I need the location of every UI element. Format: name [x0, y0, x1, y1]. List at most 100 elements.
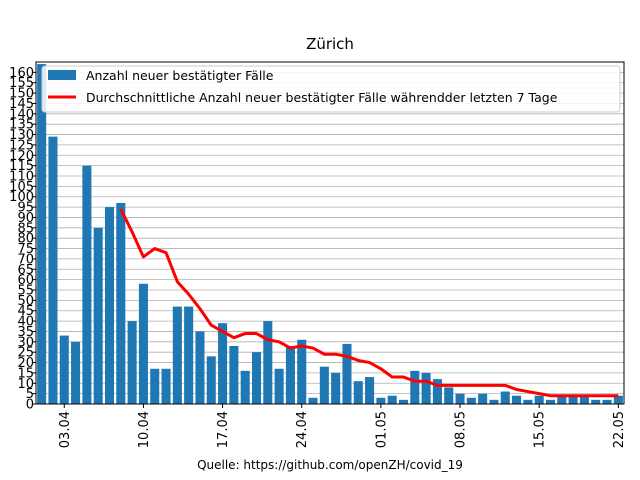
x-tick-label: 15.05 — [533, 411, 548, 448]
legend-swatch-bars — [48, 70, 76, 80]
y-tick-label: 150 — [9, 87, 34, 102]
y-tick-label: 155 — [9, 76, 34, 91]
x-tick-label: 10.04 — [137, 411, 152, 448]
bar — [104, 207, 115, 404]
y-tick-label: 35 — [17, 325, 34, 340]
bar — [37, 64, 47, 404]
legend: Anzahl neuer bestätigter Fälle Durchschn… — [41, 65, 621, 113]
legend-box — [41, 65, 621, 113]
bar — [353, 381, 363, 404]
bar — [444, 387, 454, 404]
bar — [184, 306, 194, 404]
bar — [500, 391, 510, 404]
y-tick-label: 105 — [9, 180, 34, 195]
y-tick-label: 5 — [26, 387, 34, 402]
y-tick-label: 20 — [17, 356, 34, 371]
source-caption: Quelle: https://github.com/openZH/covid_… — [197, 458, 463, 472]
legend-label-line: Durchschnittliche Anzahl neuer bestätigt… — [86, 90, 558, 105]
bar — [489, 399, 499, 404]
bar — [432, 379, 442, 404]
bar — [579, 395, 589, 404]
y-tick-label: 25 — [17, 346, 34, 361]
bar — [93, 227, 103, 404]
bar — [48, 136, 58, 405]
bar — [591, 399, 601, 404]
y-tick-label: 110 — [9, 170, 34, 185]
bar — [251, 352, 262, 404]
x-tick-label: 17.04 — [216, 411, 231, 448]
bar — [613, 395, 623, 404]
bar — [455, 393, 465, 404]
y-tick-label: 85 — [17, 221, 34, 236]
chart-title: Zürich — [306, 35, 354, 53]
bar — [218, 323, 228, 404]
y-tick-label: 60 — [17, 273, 34, 288]
bar — [523, 399, 533, 404]
y-tick-label: 135 — [9, 118, 34, 133]
y-tick-label: 80 — [17, 232, 34, 247]
x-tick-label: 08.05 — [454, 411, 469, 448]
bar — [240, 370, 250, 404]
y-tick-label: 65 — [17, 263, 34, 278]
y-tick-label: 55 — [17, 284, 34, 299]
y-tick-label: 75 — [17, 242, 34, 257]
bar — [512, 395, 522, 404]
bar — [297, 339, 307, 404]
bar — [138, 283, 148, 404]
y-tick-label: 50 — [17, 294, 34, 309]
y-tick-label: 95 — [17, 201, 34, 216]
x-tick-label: 01.05 — [374, 411, 389, 448]
bar — [308, 397, 318, 404]
y-tick-label: 40 — [17, 315, 34, 330]
bar — [534, 395, 544, 404]
bar — [466, 397, 476, 404]
x-tick-label: 03.04 — [58, 411, 73, 448]
bar — [376, 397, 386, 404]
bar — [557, 395, 567, 404]
bar — [285, 345, 295, 404]
y-tick-label: 70 — [17, 252, 34, 267]
bar — [161, 368, 171, 404]
bar — [365, 377, 375, 404]
y-tick-label: 120 — [9, 149, 34, 164]
bar — [410, 370, 420, 404]
y-axis: 0510152025303540455055606570758085909510… — [9, 66, 36, 413]
y-tick-label: 125 — [9, 138, 34, 153]
bar — [342, 343, 352, 404]
y-tick-label: 45 — [17, 304, 34, 319]
bar-series — [37, 64, 623, 405]
bar — [59, 335, 69, 404]
bar — [127, 321, 137, 404]
y-tick-label: 30 — [17, 335, 34, 350]
bar — [568, 395, 578, 404]
y-tick-label: 0 — [26, 398, 34, 413]
bar — [116, 202, 126, 404]
bar — [387, 395, 397, 404]
x-axis: 03.04 10.04 17.04 24.04 01.05 08.05 15.05 22.05 — [58, 404, 627, 448]
bar — [331, 372, 341, 404]
bar — [545, 399, 556, 404]
bar — [602, 399, 612, 404]
bar — [319, 366, 329, 404]
y-tick-label: 160 — [9, 66, 34, 81]
bar — [398, 399, 409, 404]
x-tick-label: 22.05 — [612, 411, 627, 448]
bar — [150, 368, 160, 404]
bar — [421, 372, 431, 404]
y-tick-label: 130 — [9, 128, 34, 143]
y-tick-label: 10 — [17, 377, 34, 392]
legend-label-bars: Anzahl neuer bestätigter Fälle — [86, 68, 274, 83]
bar — [82, 165, 92, 404]
bar — [206, 356, 216, 404]
y-tick-label: 100 — [9, 190, 34, 205]
line-series — [119, 208, 619, 398]
bar — [263, 321, 273, 404]
bar — [274, 368, 284, 404]
bar — [71, 341, 81, 404]
bar — [172, 306, 182, 404]
y-tick-label: 90 — [17, 211, 34, 226]
bar — [478, 393, 488, 404]
y-tick-label: 145 — [9, 97, 34, 112]
x-tick-label: 24.04 — [295, 411, 310, 448]
